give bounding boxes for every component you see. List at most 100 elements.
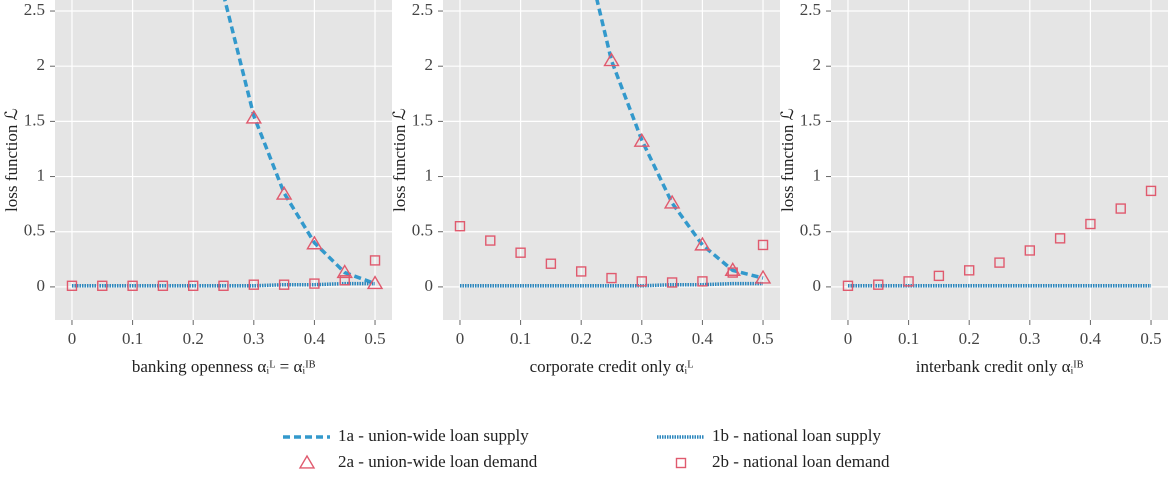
y-tick-label: 2 bbox=[813, 55, 822, 74]
x-tick-label: 0.4 bbox=[1080, 329, 1102, 348]
plot-marks bbox=[842, 185, 1157, 291]
square-marker bbox=[157, 280, 169, 291]
square-marker bbox=[309, 278, 320, 289]
plot-background bbox=[831, 0, 1168, 320]
x-tick-label: 0.1 bbox=[898, 329, 919, 348]
x-tick-label: 0 bbox=[844, 329, 853, 348]
square-marker bbox=[545, 258, 557, 269]
x-tick-label: 0.3 bbox=[243, 329, 264, 348]
y-tick-label: 1 bbox=[37, 165, 46, 184]
x-tick-label: 0.5 bbox=[364, 329, 385, 348]
dashed-line bbox=[595, 0, 764, 280]
x-tick-label: 0 bbox=[68, 329, 77, 348]
square-marker bbox=[963, 265, 975, 276]
square-marker bbox=[1024, 245, 1036, 256]
y-tick-label: 0.5 bbox=[800, 221, 821, 240]
square-marker bbox=[515, 247, 526, 258]
legend-label: 1a - union-wide loan supply bbox=[338, 426, 529, 445]
y-tick-label: 0 bbox=[425, 276, 434, 295]
triangle-marker bbox=[336, 264, 353, 279]
y-tick-label: 0 bbox=[813, 276, 822, 295]
x-tick-label: 0.4 bbox=[304, 329, 326, 348]
y-tick-label: 2.5 bbox=[800, 0, 821, 19]
triangle-marker bbox=[366, 275, 384, 290]
y-tick-label: 1.5 bbox=[24, 110, 45, 129]
legend-swatch bbox=[298, 454, 316, 469]
y-tick-label: 0 bbox=[37, 276, 46, 295]
triangle-marker bbox=[663, 194, 681, 209]
dotted-line bbox=[71, 281, 376, 288]
square-marker bbox=[757, 239, 769, 251]
x-tick-label: 0.2 bbox=[959, 329, 980, 348]
square-marker bbox=[278, 279, 290, 290]
x-axis-label: interbank credit only αᵢᴵᴮ bbox=[916, 357, 1084, 376]
square-marker bbox=[454, 221, 466, 232]
square-marker bbox=[1054, 233, 1066, 244]
x-tick-label: 0.1 bbox=[122, 329, 143, 348]
x-tick-label: 0.4 bbox=[692, 329, 714, 348]
square-marker bbox=[666, 277, 678, 288]
y-tick-label: 2.5 bbox=[412, 0, 433, 19]
square-marker bbox=[97, 280, 108, 291]
y-tick-label: 0.5 bbox=[24, 221, 45, 240]
triangle-marker bbox=[754, 269, 772, 284]
x-tick-label: 0.5 bbox=[1140, 329, 1161, 348]
square-marker bbox=[1145, 185, 1157, 197]
x-tick-label: 0.2 bbox=[183, 329, 204, 348]
x-tick-label: 0.3 bbox=[1019, 329, 1040, 348]
y-tick-label: 1.5 bbox=[412, 110, 433, 129]
triangle-marker bbox=[306, 235, 323, 250]
y-tick-label: 0.5 bbox=[412, 221, 433, 240]
square-marker bbox=[127, 280, 138, 291]
triangle-marker bbox=[633, 132, 651, 147]
square-marker bbox=[842, 280, 854, 291]
x-tick-label: 0.5 bbox=[752, 329, 773, 348]
plot-background bbox=[443, 0, 780, 320]
square-marker bbox=[606, 272, 617, 284]
square-marker bbox=[369, 255, 381, 266]
square-marker bbox=[636, 276, 648, 287]
y-axis-label: loss function ℒ bbox=[390, 108, 409, 212]
y-tick-label: 1.5 bbox=[800, 110, 821, 129]
square-marker bbox=[697, 276, 708, 287]
square-marker bbox=[218, 280, 229, 291]
square-marker bbox=[66, 280, 78, 291]
triangle-marker bbox=[245, 109, 263, 124]
y-tick-label: 2 bbox=[425, 55, 434, 74]
square-marker bbox=[994, 257, 1005, 268]
x-tick-label: 0 bbox=[456, 329, 465, 348]
x-tick-label: 0.3 bbox=[631, 329, 652, 348]
y-axis-label: loss function ℒ bbox=[2, 108, 21, 212]
legend-swatch bbox=[675, 457, 687, 469]
x-axis-label: corporate credit only αᵢᴸ bbox=[530, 357, 694, 376]
y-tick-label: 2.5 bbox=[24, 0, 45, 19]
legend: 1a - union-wide loan supply 1b - national… bbox=[283, 426, 890, 471]
triangle-marker bbox=[275, 185, 293, 200]
square-marker bbox=[187, 280, 199, 291]
square-marker bbox=[727, 267, 738, 278]
square-marker bbox=[248, 279, 260, 290]
plot-background bbox=[55, 0, 392, 320]
triangle-marker bbox=[724, 261, 741, 276]
square-marker bbox=[575, 266, 587, 277]
y-tick-label: 2 bbox=[37, 55, 46, 74]
y-axis-label: loss function ℒ bbox=[778, 108, 797, 212]
x-tick-label: 0.2 bbox=[571, 329, 592, 348]
legend-label: 1b - national loan supply bbox=[712, 426, 882, 445]
plot-marks bbox=[454, 0, 772, 288]
x-tick-label: 0.1 bbox=[510, 329, 531, 348]
plot-marks bbox=[66, 0, 384, 291]
square-marker bbox=[1085, 218, 1096, 230]
y-tick-label: 1 bbox=[813, 165, 822, 184]
y-tick-label: 1 bbox=[425, 165, 434, 184]
triangle-marker bbox=[603, 52, 620, 67]
square-marker bbox=[1115, 203, 1126, 214]
square-marker bbox=[873, 279, 884, 290]
square-marker bbox=[903, 276, 914, 287]
dotted-line bbox=[459, 281, 764, 288]
legend-label: 2a - union-wide loan demand bbox=[338, 452, 538, 471]
x-axis-label: banking openness αᵢᴸ = αᵢᴵᴮ bbox=[132, 357, 316, 376]
square-marker bbox=[485, 235, 496, 246]
triangle-marker bbox=[694, 236, 711, 251]
